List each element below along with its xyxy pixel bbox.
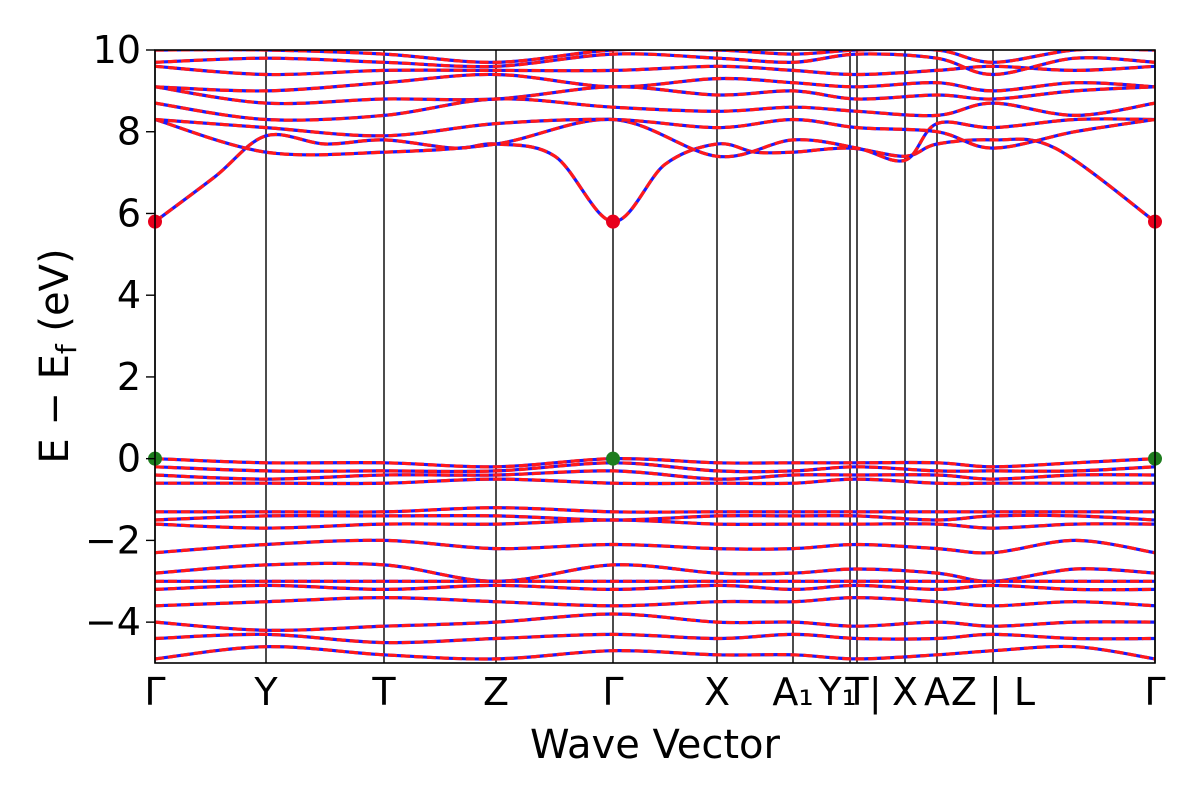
band-line-valence-14 <box>155 513 1155 522</box>
y-axis-label: E − Ef (eV) <box>32 248 83 463</box>
vbm-marker <box>606 451 620 466</box>
x-tick-label: Y₁ | <box>817 670 881 715</box>
band-line-valence-16 <box>155 538 1155 555</box>
y-axis-label-subscript: f <box>50 343 83 354</box>
x-tick-label: T <box>371 670 396 714</box>
band-line-conduction-1 <box>155 117 1155 163</box>
band-line-conduction-0 <box>155 132 1155 224</box>
x-tick-label: T <box>844 670 869 714</box>
y-axis: −4 −2 0 2 4 6 8 10 <box>85 28 155 644</box>
band-line-conduction-5 <box>155 72 1155 93</box>
x-tick-label: Z <box>483 670 509 714</box>
band-line-valence-20 <box>155 595 1155 608</box>
band-line-valence-10 <box>155 461 1155 474</box>
y-tick-label: −2 <box>85 518 141 562</box>
band-line-valence-13 <box>155 506 1155 514</box>
band-line-conduction-2 <box>155 117 1155 150</box>
band-line-valence-19 <box>155 583 1155 592</box>
cbm-marker <box>606 214 620 229</box>
x-tick-label: Γ <box>144 670 165 714</box>
band-lines <box>155 50 1155 661</box>
x-tick-label: Z | L <box>951 670 1035 715</box>
y-tick-label: 2 <box>117 355 141 399</box>
plot-frame <box>154 49 1156 664</box>
y-tick-label: 0 <box>117 437 141 481</box>
band-line-conduction-4 <box>155 85 1155 106</box>
x-axis-label: Wave Vector <box>530 722 781 768</box>
x-tick-label: X <box>704 670 730 714</box>
band-line-valence-17 <box>155 561 1155 583</box>
x-tick-label: Y <box>253 670 278 714</box>
x-tick-label: A₁ <box>772 670 813 714</box>
band-line-valence-9 <box>155 457 1155 469</box>
y-tick-label: −4 <box>85 600 141 644</box>
x-tick-label: X <box>892 670 918 714</box>
y-tick-label: 4 <box>117 273 141 317</box>
band-line-valence-11 <box>155 469 1155 481</box>
band-line-conduction-3 <box>155 97 1155 122</box>
band-line-valence-23 <box>155 644 1155 661</box>
band-line-valence-22 <box>155 632 1155 645</box>
x-tick-label: A <box>924 670 950 714</box>
y-tick-label: 6 <box>117 191 141 235</box>
band-line-conduction-7 <box>155 52 1155 77</box>
band-line-conduction-6 <box>155 64 1155 77</box>
y-axis-label-unit: (eV) <box>32 248 78 344</box>
y-tick-label: 10 <box>93 28 141 72</box>
band-line-valence-15 <box>155 518 1155 530</box>
band-line-valence-21 <box>155 612 1155 632</box>
plot-area <box>155 50 1155 663</box>
x-tick-label: Γ <box>602 670 623 714</box>
x-tick-label: Γ <box>1144 670 1165 714</box>
y-tick-label: 8 <box>117 110 141 154</box>
band-line-valence-12 <box>155 477 1155 486</box>
y-axis-label-main: E − E <box>32 354 78 464</box>
